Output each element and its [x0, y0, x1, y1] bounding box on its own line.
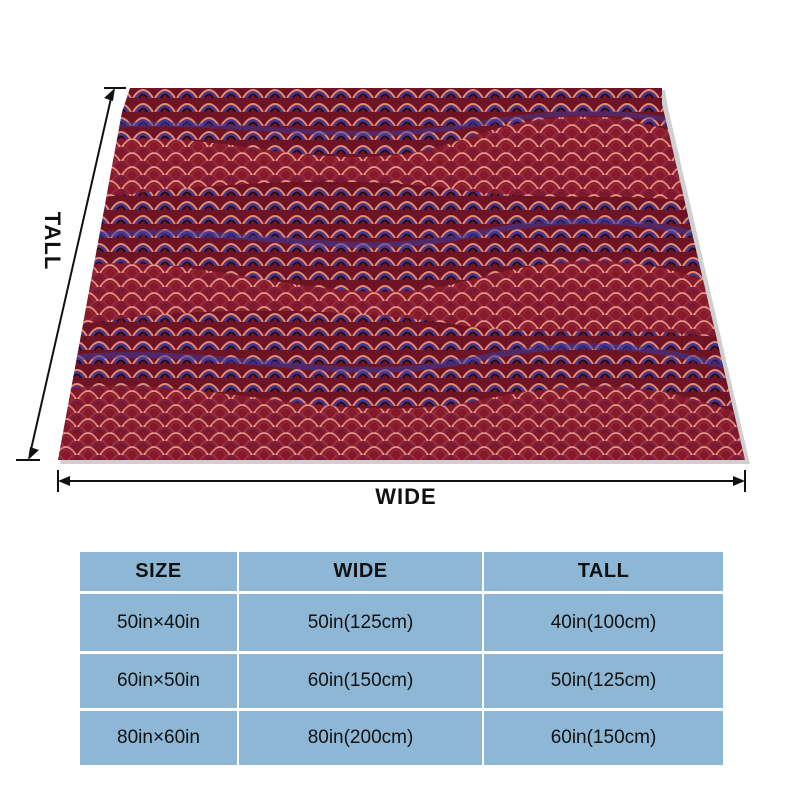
wide-dimension-arrow: [57, 470, 746, 492]
header-wide: WIDE: [239, 552, 482, 591]
header-size: SIZE: [80, 552, 237, 591]
row-1-size: 50in×40in: [80, 594, 237, 651]
row-2-wide: 60in(150cm): [239, 654, 482, 708]
row-2-size: 60in×50in: [80, 654, 237, 708]
wide-label: WIDE: [375, 484, 437, 509]
marble-wave-band: [58, 116, 745, 215]
header-tall: TALL: [484, 552, 723, 591]
row-3-tall: 60in(150cm): [484, 711, 723, 765]
row-2-tall: 50in(125cm): [484, 654, 723, 708]
tall-dimension-arrow: [16, 87, 126, 461]
blanket-body: [58, 88, 745, 460]
marble-wave-band: [58, 260, 745, 345]
row-1-wide: 50in(125cm): [239, 594, 482, 651]
row-3-wide: 80in(200cm): [239, 711, 482, 765]
blanket-figure: [16, 87, 750, 492]
row-3-size: 80in×60in: [80, 711, 237, 765]
marble-blue-streak: [58, 343, 745, 378]
size-table: SIZE WIDE TALL 50in×40in 50in(125cm) 40i…: [80, 552, 723, 775]
row-1-tall: 40in(100cm): [484, 594, 723, 651]
marble-blue-streak: [58, 218, 745, 253]
marble-wave-band: [58, 385, 745, 460]
tall-label: TALL: [40, 211, 65, 271]
